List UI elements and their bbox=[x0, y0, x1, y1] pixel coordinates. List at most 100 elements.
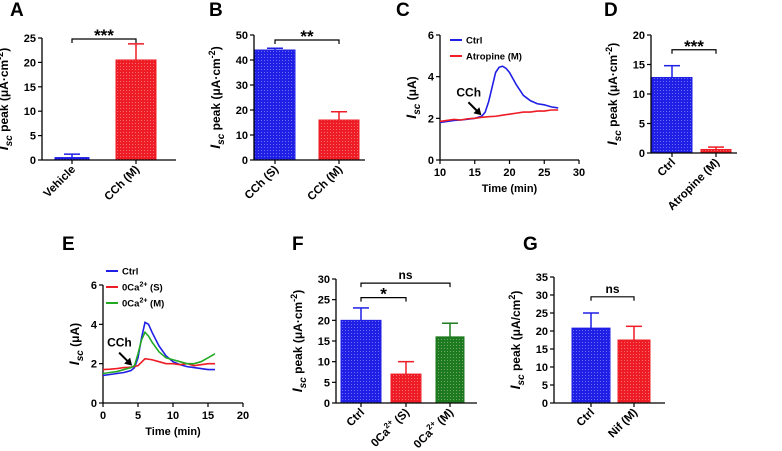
bar bbox=[651, 76, 693, 154]
y-tick-label: 6 bbox=[91, 280, 97, 292]
series-line bbox=[102, 321, 215, 377]
bar bbox=[115, 59, 157, 161]
category-tail: (S) bbox=[391, 407, 413, 429]
significance-bracket bbox=[360, 297, 407, 302]
x-tick-label: 5 bbox=[135, 410, 141, 422]
annotation-label: CCh bbox=[456, 85, 481, 99]
category-label: 0Ca2+ (M) bbox=[410, 404, 457, 451]
y-tick-label: 35 bbox=[536, 272, 548, 284]
category-base: 0Ca bbox=[369, 426, 393, 450]
legend-label: 0Ca2+ (S) bbox=[122, 282, 163, 294]
legend-label: Ctrl bbox=[122, 267, 138, 278]
ylabel-subscript: sc bbox=[298, 377, 309, 389]
y-tick-label: 0 bbox=[91, 398, 97, 410]
significance-bracket bbox=[274, 39, 340, 44]
y-tick-label: 20 bbox=[536, 326, 548, 338]
y-tick-label: 5 bbox=[639, 119, 645, 131]
ylabel-text: peak (μA·cm bbox=[0, 60, 11, 135]
x-tick-label: 20 bbox=[503, 167, 515, 179]
y-tick-label: 5 bbox=[324, 377, 330, 389]
y-tick-label: 10 bbox=[24, 106, 36, 118]
ylabel-subscript: sc bbox=[613, 130, 624, 142]
y-tick-label: 10 bbox=[633, 89, 645, 101]
bar bbox=[435, 336, 465, 404]
y-tick-label: 2 bbox=[428, 113, 434, 125]
ylabel-symbol: I bbox=[66, 360, 82, 365]
legend-base: 0Ca bbox=[122, 299, 140, 310]
y-tick-label: 30 bbox=[536, 290, 548, 302]
legend-tail: (M) bbox=[147, 299, 164, 310]
category-label: CCh (S) bbox=[243, 164, 281, 202]
ylabel-symbol: I bbox=[289, 387, 305, 392]
y-tick-label: 15 bbox=[318, 336, 330, 348]
y-tick-label: 10 bbox=[536, 362, 548, 374]
series-line bbox=[102, 357, 215, 371]
panel-label: C bbox=[396, 0, 410, 21]
legend-tail: (S) bbox=[147, 283, 162, 294]
y-tick-label: 40 bbox=[236, 55, 248, 67]
y-tick-label: 0 bbox=[242, 155, 248, 167]
y-tick-label: 15 bbox=[24, 82, 36, 94]
panel-b: B CCh (S) CCh (M) 0 10 20 30 40 50 Isc peak (μA·c… bbox=[207, 0, 365, 203]
y-tick-label: 4 bbox=[91, 319, 98, 331]
y-tick-label: 5 bbox=[30, 131, 36, 143]
y-tick-label: 0 bbox=[324, 398, 330, 410]
bar bbox=[254, 49, 296, 161]
legend-label: Ctrl bbox=[466, 36, 482, 47]
y-tick-label: 25 bbox=[24, 33, 36, 45]
bar bbox=[390, 373, 422, 404]
ylabel-subscript: sc bbox=[75, 350, 86, 362]
ylabel-close: ) bbox=[209, 46, 223, 50]
ylabel-text: (μA) bbox=[68, 323, 82, 350]
significance-label: ** bbox=[300, 27, 314, 46]
y-axis-label: Isc (μA) bbox=[66, 323, 86, 365]
category-label: Nif (M) bbox=[606, 407, 640, 441]
category-label: Ctrl bbox=[575, 407, 597, 429]
y-tick-label: 50 bbox=[236, 30, 248, 42]
ylabel-superscript: -2 bbox=[0, 52, 5, 60]
significance-label: ns bbox=[605, 282, 619, 296]
y-tick-label: 4 bbox=[428, 72, 435, 84]
y-tick-label: 30 bbox=[318, 274, 330, 286]
annotation-label: CCh bbox=[107, 336, 132, 350]
x-axis-label: Time (min) bbox=[482, 183, 538, 195]
category-label: 0Ca2+ (S) bbox=[367, 404, 412, 449]
legend-label: Atropine (M) bbox=[466, 52, 522, 63]
y-tick-label: 20 bbox=[236, 105, 248, 117]
y-tick-label: 0 bbox=[542, 398, 548, 410]
y-tick-label: 15 bbox=[633, 60, 645, 72]
ylabel-symbol: I bbox=[0, 145, 11, 150]
category-base: 0Ca bbox=[412, 427, 436, 451]
y-axis-label: Isc peak (μA·cm-2) bbox=[207, 46, 227, 148]
ylabel-text: peak (μA·cm bbox=[291, 302, 305, 377]
x-tick-label: 30 bbox=[573, 167, 585, 179]
significance-bracket bbox=[360, 282, 451, 288]
ylabel-close: ) bbox=[606, 43, 620, 47]
panel-a: A Vehicle CCh (M) 0 5 10 15 20 25 Isc peak (μA·cm… bbox=[0, 0, 176, 203]
x-tick-label: 10 bbox=[167, 410, 179, 422]
legend-base: Ctrl bbox=[122, 267, 138, 278]
y-tick-label: 0 bbox=[30, 155, 36, 167]
annotation-arrowhead bbox=[124, 357, 133, 366]
y-tick-label: 0 bbox=[428, 155, 434, 167]
y-axis-label: Isc peak (μA·cm-2) bbox=[604, 43, 624, 145]
category-label: CCh (M) bbox=[102, 164, 142, 204]
y-tick-label: 5 bbox=[542, 380, 548, 392]
y-tick-label: 15 bbox=[536, 344, 548, 356]
ylabel-symbol: I bbox=[207, 144, 223, 149]
ylabel-subscript: sc bbox=[516, 374, 527, 386]
annotation-arrowhead bbox=[473, 107, 482, 116]
ylabel-symbol: I bbox=[507, 384, 523, 389]
panel-label: E bbox=[62, 234, 75, 255]
x-axis-label: Time (min) bbox=[145, 426, 201, 438]
legend-label: 0Ca2+ (M) bbox=[122, 298, 164, 310]
panel-label: G bbox=[523, 234, 538, 255]
ylabel-close: ) bbox=[509, 291, 523, 295]
category-label: Ctrl bbox=[656, 157, 678, 179]
bar bbox=[617, 339, 651, 404]
y-tick-label: 0 bbox=[639, 148, 645, 160]
significance-bracket bbox=[71, 38, 137, 43]
